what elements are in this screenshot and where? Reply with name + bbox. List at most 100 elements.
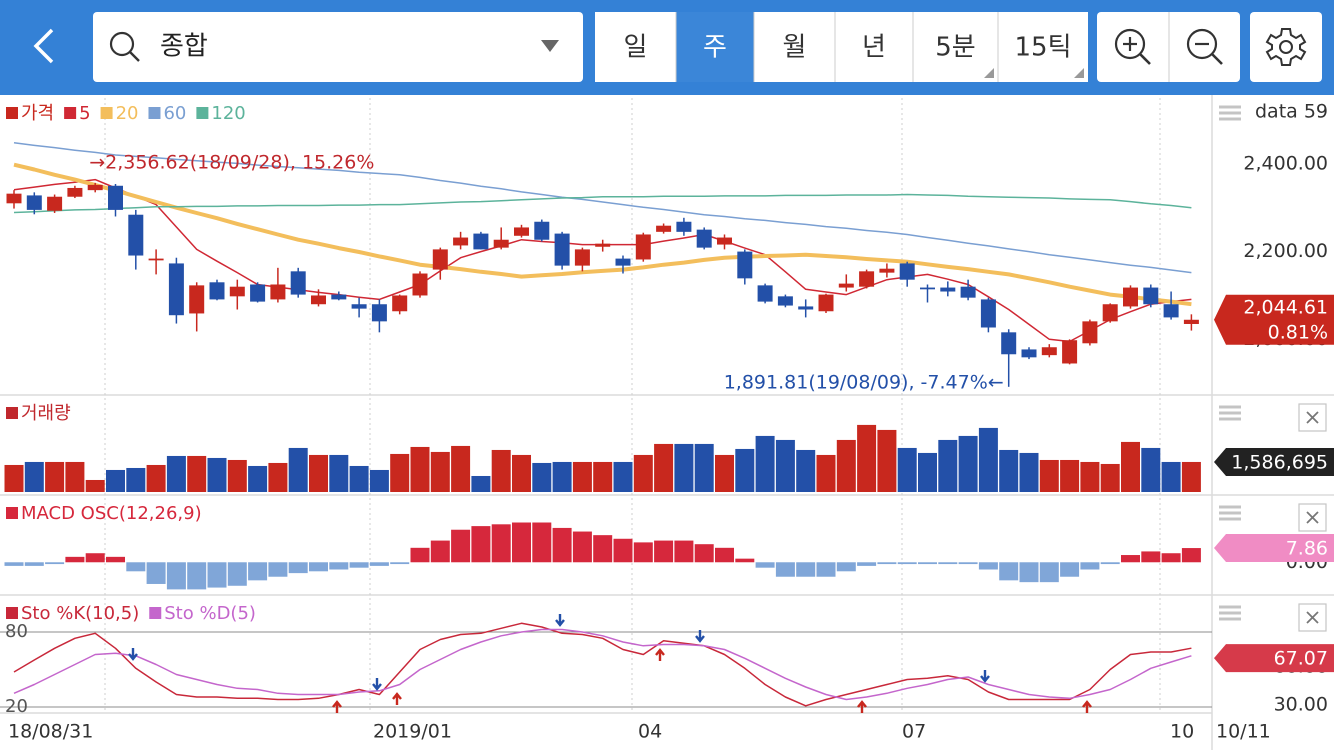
candle-body	[595, 243, 611, 247]
search-box[interactable]	[93, 12, 583, 82]
legend-swatch	[6, 607, 18, 619]
bar	[410, 547, 430, 563]
bar	[85, 479, 105, 492]
bar	[471, 526, 491, 563]
bar	[369, 562, 389, 566]
frame	[0, 95, 1334, 750]
bar	[268, 562, 288, 577]
bar	[1181, 548, 1201, 563]
data-count: data 59	[1255, 101, 1328, 123]
bar	[1039, 562, 1059, 583]
period-label: 년	[862, 33, 886, 63]
bar	[654, 443, 674, 492]
candle-body	[656, 225, 672, 232]
bar	[1121, 441, 1140, 492]
period-button[interactable]	[676, 12, 754, 82]
bar	[735, 448, 755, 492]
bar	[755, 562, 775, 568]
bar	[755, 435, 775, 492]
bar	[288, 562, 308, 574]
candle-body	[777, 296, 793, 306]
y2-tick-label: 30.00	[1274, 694, 1328, 716]
bar	[775, 562, 795, 577]
bar	[430, 451, 450, 492]
bar	[227, 459, 247, 492]
sell-signal	[128, 648, 138, 661]
bar	[166, 455, 186, 492]
back-button[interactable]	[33, 28, 54, 64]
current-change: 0.81%	[1268, 321, 1328, 343]
bar	[1060, 562, 1080, 577]
bar	[410, 446, 430, 492]
period-button[interactable]	[835, 12, 913, 82]
candle-body	[798, 306, 814, 310]
candle-body	[514, 227, 529, 236]
legend-swatch	[148, 107, 161, 119]
y-tick-label: 2,400.00	[1243, 152, 1328, 174]
bar	[999, 562, 1019, 581]
bar	[694, 544, 714, 563]
candle-body	[311, 295, 326, 305]
bar	[390, 562, 410, 565]
y-tick-label: 20	[5, 696, 28, 717]
bar	[65, 556, 85, 563]
zoom-out-button[interactable]	[1186, 28, 1223, 65]
legend-label: 5	[79, 103, 90, 124]
candle-body	[432, 249, 448, 270]
bar	[918, 562, 937, 565]
candle-body	[189, 285, 205, 314]
bar	[857, 562, 877, 566]
bar	[654, 540, 674, 563]
current-value-box	[1214, 534, 1334, 563]
bar	[85, 553, 105, 563]
y-tick-label: 2,200.00	[1243, 240, 1328, 262]
close-icon	[1306, 511, 1319, 524]
candle-body	[412, 273, 428, 296]
bar	[1080, 562, 1100, 570]
bar	[4, 562, 24, 566]
candle-body	[209, 282, 225, 300]
bar	[45, 562, 65, 565]
bar	[1141, 551, 1161, 563]
current-value-box	[1214, 447, 1334, 476]
bar	[572, 461, 592, 492]
bar	[24, 461, 44, 492]
settings-button[interactable]	[1250, 12, 1322, 82]
period-menu-mark	[984, 68, 994, 78]
dropdown-arrow[interactable]	[541, 40, 559, 52]
period-button[interactable]	[595, 12, 676, 82]
candle-body	[757, 285, 773, 302]
bar	[593, 535, 613, 563]
bar	[836, 439, 856, 492]
period-button[interactable]	[913, 12, 998, 82]
candle-body	[1102, 304, 1118, 322]
bar	[146, 464, 166, 492]
current-value: 1,586,695	[1231, 451, 1328, 473]
candle-body	[1123, 287, 1138, 307]
bar	[1181, 461, 1201, 492]
candle-body	[168, 263, 184, 316]
candle-body	[473, 233, 489, 250]
candle-body	[290, 271, 306, 295]
bar	[187, 455, 207, 492]
search-icon	[109, 31, 135, 57]
candle-body	[980, 299, 996, 328]
candle-body	[67, 187, 83, 197]
bar	[207, 562, 227, 588]
settings-icon	[1265, 28, 1307, 66]
candle-body	[574, 249, 590, 266]
bar	[349, 465, 369, 492]
period-button[interactable]	[754, 12, 835, 82]
period-label: 월	[783, 33, 807, 63]
candle-body	[108, 185, 123, 210]
candle-body	[1001, 332, 1017, 355]
close-icon	[1306, 411, 1319, 424]
zoom-in-button[interactable]	[1114, 28, 1151, 65]
bar	[512, 454, 531, 492]
legend-label: 120	[211, 103, 245, 124]
moving-average-line	[13, 142, 1192, 274]
candle-body	[87, 184, 103, 191]
candle-body	[534, 221, 550, 240]
period-button[interactable]	[998, 12, 1088, 82]
bar	[248, 562, 268, 581]
